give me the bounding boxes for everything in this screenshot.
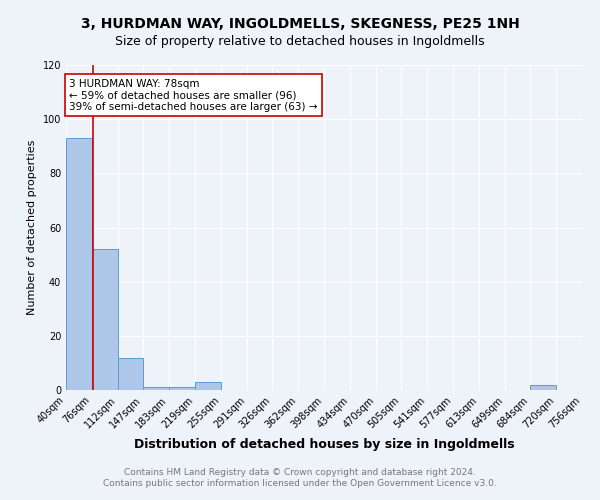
Bar bbox=[195, 382, 221, 390]
Bar bbox=[92, 249, 118, 390]
Bar bbox=[169, 388, 195, 390]
Bar bbox=[66, 138, 92, 390]
Bar bbox=[143, 388, 169, 390]
X-axis label: Distribution of detached houses by size in Ingoldmells: Distribution of detached houses by size … bbox=[134, 438, 514, 451]
Bar bbox=[530, 384, 556, 390]
Text: 3, HURDMAN WAY, INGOLDMELLS, SKEGNESS, PE25 1NH: 3, HURDMAN WAY, INGOLDMELLS, SKEGNESS, P… bbox=[80, 18, 520, 32]
Text: Size of property relative to detached houses in Ingoldmells: Size of property relative to detached ho… bbox=[115, 35, 485, 48]
Text: 3 HURDMAN WAY: 78sqm
← 59% of detached houses are smaller (96)
39% of semi-detac: 3 HURDMAN WAY: 78sqm ← 59% of detached h… bbox=[69, 78, 317, 112]
Text: Contains HM Land Registry data © Crown copyright and database right 2024.
Contai: Contains HM Land Registry data © Crown c… bbox=[103, 468, 497, 487]
Y-axis label: Number of detached properties: Number of detached properties bbox=[27, 140, 37, 315]
Bar bbox=[118, 358, 143, 390]
